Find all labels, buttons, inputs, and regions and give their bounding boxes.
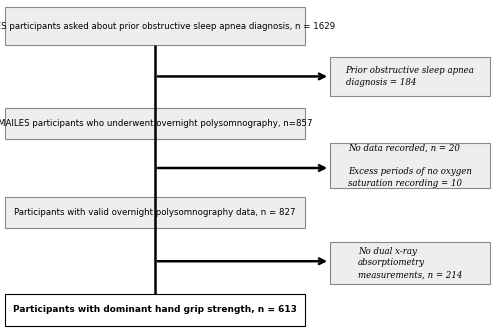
Text: MAILES participants who underwent overnight polysomnography, n=857: MAILES participants who underwent overni… [0, 119, 312, 128]
FancyBboxPatch shape [5, 197, 305, 228]
FancyBboxPatch shape [5, 294, 305, 326]
FancyBboxPatch shape [5, 108, 305, 139]
Text: Participants with dominant hand grip strength, n = 613: Participants with dominant hand grip str… [13, 305, 297, 314]
FancyBboxPatch shape [330, 242, 490, 284]
Text: MAILES participants asked about prior obstructive sleep apnea diagnosis, n = 162: MAILES participants asked about prior ob… [0, 22, 335, 31]
Text: No dual x-ray
absorptiometry
measurements, n = 214: No dual x-ray absorptiometry measurement… [358, 247, 462, 279]
FancyBboxPatch shape [330, 143, 490, 188]
Text: Prior obstructive sleep apnea
diagnosis = 184: Prior obstructive sleep apnea diagnosis … [346, 66, 474, 87]
FancyBboxPatch shape [5, 7, 305, 45]
Text: No data recorded, n = 20

Excess periods of no oxygen
saturation recording = 10: No data recorded, n = 20 Excess periods … [348, 143, 472, 188]
Text: Participants with valid overnight polysomnography data, n = 827: Participants with valid overnight polyso… [14, 208, 296, 217]
FancyBboxPatch shape [330, 57, 490, 96]
